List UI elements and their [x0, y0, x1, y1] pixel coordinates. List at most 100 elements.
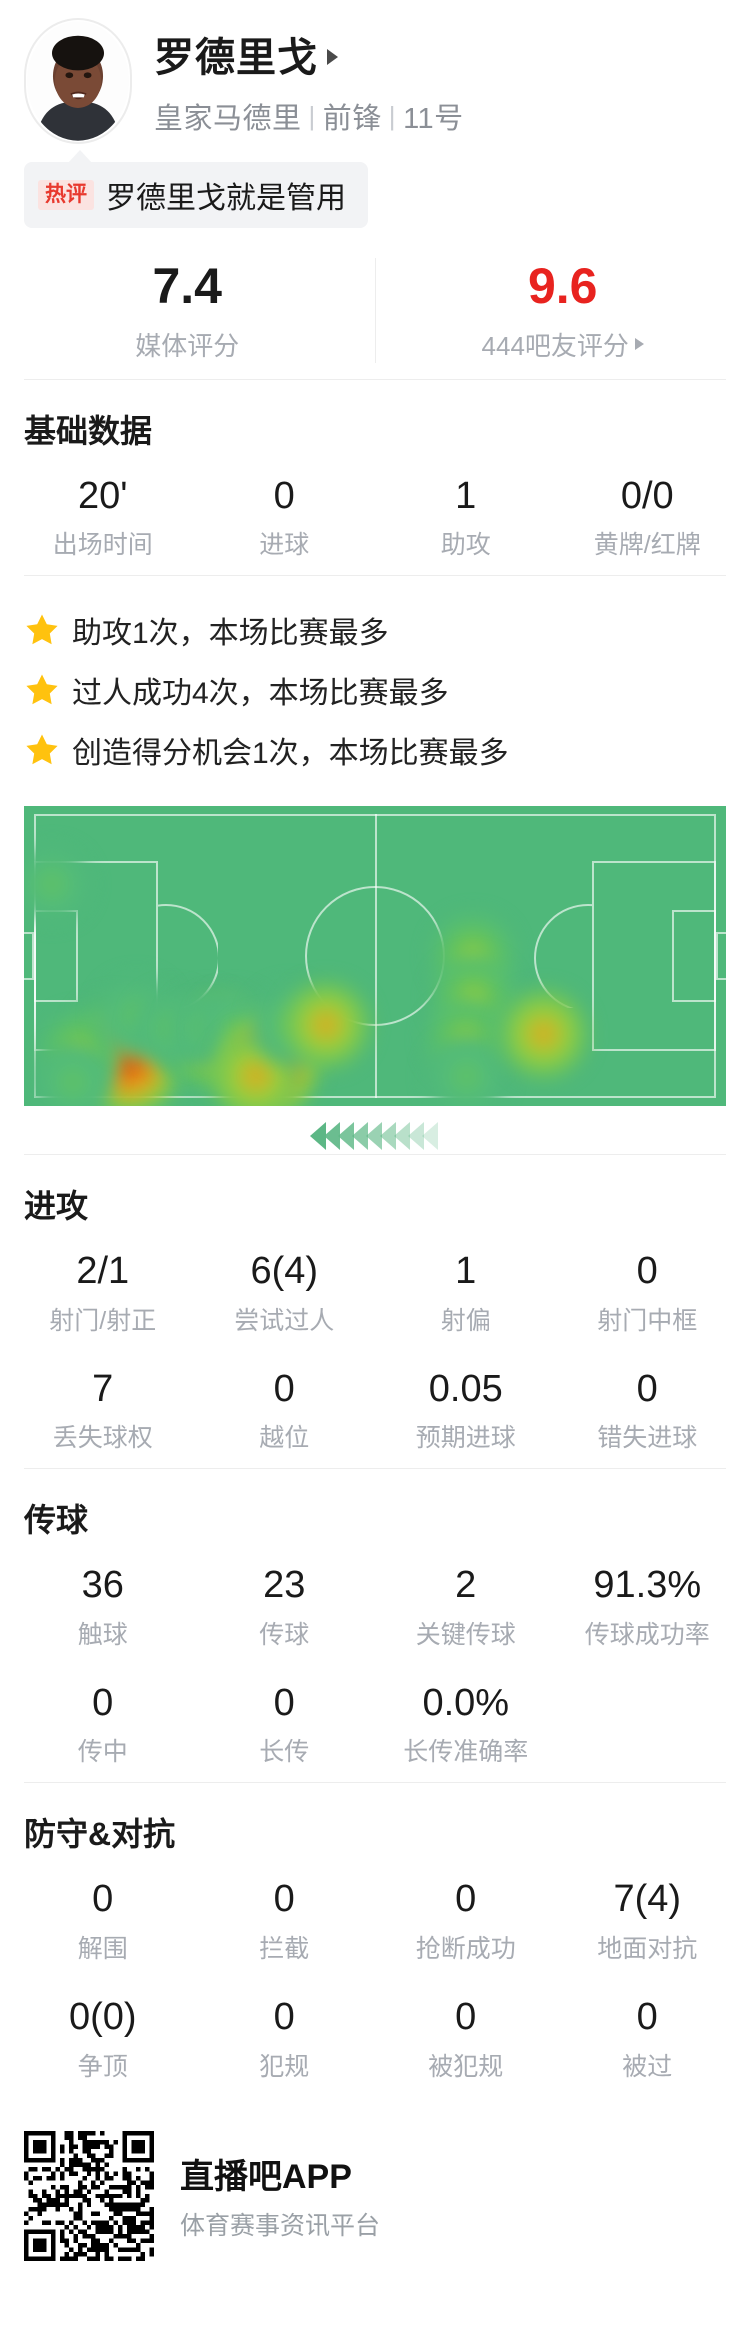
stat-label: 被犯规: [428, 2052, 504, 2081]
divider: [24, 1154, 726, 1156]
stat-label: 地面对抗: [597, 1935, 698, 1964]
stat-label: 被过: [622, 2052, 673, 2081]
divider: [24, 1782, 726, 1784]
stat-label: 拦截: [259, 1935, 310, 1964]
highlight-item: 创造得分机会1次，本场比赛最多: [24, 728, 726, 772]
stat-cell: 0.05 预期进球: [375, 1361, 557, 1459]
stat-value: 0.05: [428, 1367, 503, 1410]
fan-rating-label-row: 444吧友评分: [376, 326, 750, 363]
stat-cell: 0 越位: [194, 1361, 376, 1459]
stat-cell: 0 长传: [194, 1675, 376, 1773]
chevron-left-icon: [324, 1122, 340, 1151]
fan-rating-label: 444吧友评分: [481, 330, 629, 361]
highlight-text: 过人成功4次，本场比赛最多: [72, 677, 449, 711]
stat-cell: 0/0 黄牌/红牌: [557, 468, 739, 566]
stat-cell: 0 进球: [194, 468, 376, 566]
stat-value: 0: [455, 1996, 477, 2039]
chevron-left-icon: [366, 1122, 382, 1151]
player-name-row[interactable]: 罗德里戈: [154, 25, 464, 83]
stat-cell: 23 传球: [194, 1557, 376, 1655]
defense-stat-row-2: 0(0) 争顶 0 犯规 0 被犯规 0 被过: [0, 1979, 750, 2097]
stat-label: 犯规: [259, 2052, 310, 2081]
stat-cell: 0 射门中框: [557, 1243, 739, 1341]
highlight-text: 助攻1次，本场比赛最多: [72, 617, 389, 651]
media-rating: 7.4 媒体评分: [0, 258, 375, 363]
stat-value: 1: [455, 474, 477, 517]
pitch-arc-left: [158, 904, 218, 1009]
passing-stat-row-1: 36 触球 23 传球 2 关键传球 91.3% 传球成功率: [0, 1547, 750, 1665]
chevron-left-icon: [352, 1122, 368, 1151]
stat-value: 0.0%: [422, 1681, 510, 1724]
media-rating-value: 7.4: [152, 258, 222, 314]
stat-value: 0: [636, 1250, 658, 1293]
stat-value: 91.3%: [593, 1564, 702, 1607]
stat-value: 0: [273, 1681, 295, 1724]
hot-comment-text: 罗德里戈就是管用: [106, 182, 346, 215]
stat-value: 36: [81, 1564, 124, 1607]
app-footer: 直播吧APP 体育赛事资讯平台: [0, 2097, 750, 2287]
divider: [24, 1468, 726, 1470]
stat-label: 尝试过人: [234, 1306, 335, 1335]
player-number: 11号: [403, 103, 464, 135]
stat-value: 0: [273, 1996, 295, 2039]
hot-comment-badge: 热评: [38, 180, 94, 210]
stat-label: 长传: [259, 1738, 310, 1767]
heatmap-blob: [32, 1041, 115, 1107]
section-title-basic: 基础数据: [24, 412, 153, 449]
heatmap-blob: [424, 1034, 508, 1107]
avatar[interactable]: [24, 18, 132, 144]
stat-value: 2/1: [76, 1250, 130, 1293]
meta-separator-1: |: [308, 100, 316, 131]
pitch-six-yard-left: [34, 910, 78, 1003]
hot-comment-bubble[interactable]: 热评 罗德里戈就是管用: [24, 150, 368, 228]
stat-value: 1: [455, 1250, 477, 1293]
stat-cell: 0 犯规: [194, 1989, 376, 2087]
stat-cell: 36 触球: [12, 1557, 194, 1655]
stat-cell: 2 关键传球: [375, 1557, 557, 1655]
stat-cell: 7(4) 地面对抗: [557, 1871, 739, 1969]
stat-label: 长传准确率: [403, 1738, 529, 1767]
stat-value: 0: [92, 1878, 114, 1921]
stat-cell: 2/1 射门/射正: [12, 1243, 194, 1341]
highlight-item: 助攻1次，本场比赛最多: [24, 608, 726, 652]
pitch-arc-right: [532, 904, 592, 1009]
attack-stat-row-1: 2/1 射门/射正 6(4) 尝试过人 1 射偏 0 射门中框: [0, 1233, 750, 1351]
pitch-six-yard-right: [672, 910, 716, 1003]
stat-label: 预期进球: [415, 1424, 516, 1453]
chevron-left-icon: [380, 1122, 396, 1151]
stat-value: 0: [636, 1367, 658, 1410]
stat-value: 20': [77, 474, 128, 517]
stat-value: 0: [273, 1367, 295, 1410]
stat-label: 错失进球: [597, 1424, 698, 1453]
stat-label: 助攻: [440, 531, 491, 560]
player-name: 罗德里戈: [154, 36, 318, 80]
fan-rating[interactable]: 9.6 444吧友评分: [374, 258, 750, 363]
heatmap-blob: [496, 987, 591, 1081]
stat-label: 出场时间: [52, 531, 153, 560]
chevron-right-icon: [634, 338, 644, 350]
stat-value: 0(0): [68, 1996, 137, 2039]
heatmap-pitch[interactable]: [24, 806, 726, 1107]
heatmap-blob: [24, 843, 93, 925]
stat-label: 越位: [259, 1424, 310, 1453]
stat-cell: 0(0) 争顶: [12, 1989, 194, 2087]
divider: [24, 575, 726, 577]
attack-direction-indicator: [24, 1106, 726, 1154]
star-icon: [26, 614, 58, 645]
highlight-item: 过人成功4次，本场比赛最多: [24, 668, 726, 712]
stat-cell: 0 解围: [12, 1871, 194, 1969]
player-identity: 罗德里戈 皇家马德里 | 前锋 | 11号: [154, 25, 464, 137]
player-position: 前锋: [322, 103, 382, 135]
player-stats-card: 罗德里戈 皇家马德里 | 前锋 | 11号 热评 罗德里戈就是管用 7.4 媒体…: [0, 0, 750, 2287]
qr-code[interactable]: [24, 2130, 154, 2261]
player-header: 罗德里戈 皇家马德里 | 前锋 | 11号: [0, 0, 750, 148]
section-title-attack: 进攻: [24, 1188, 89, 1225]
stat-value: 0: [273, 474, 295, 517]
stat-cell: 0 错失进球: [557, 1361, 739, 1459]
stat-cell: 0.0% 长传准确率: [375, 1675, 557, 1773]
stat-label: 传中: [77, 1738, 128, 1767]
defense-stat-row-1: 0 解围 0 拦截 0 抢断成功 7(4) 地面对抗: [0, 1861, 750, 1979]
star-icon: [26, 674, 58, 705]
stat-value: 0: [455, 1878, 477, 1921]
chevron-left-icon: [422, 1122, 438, 1151]
